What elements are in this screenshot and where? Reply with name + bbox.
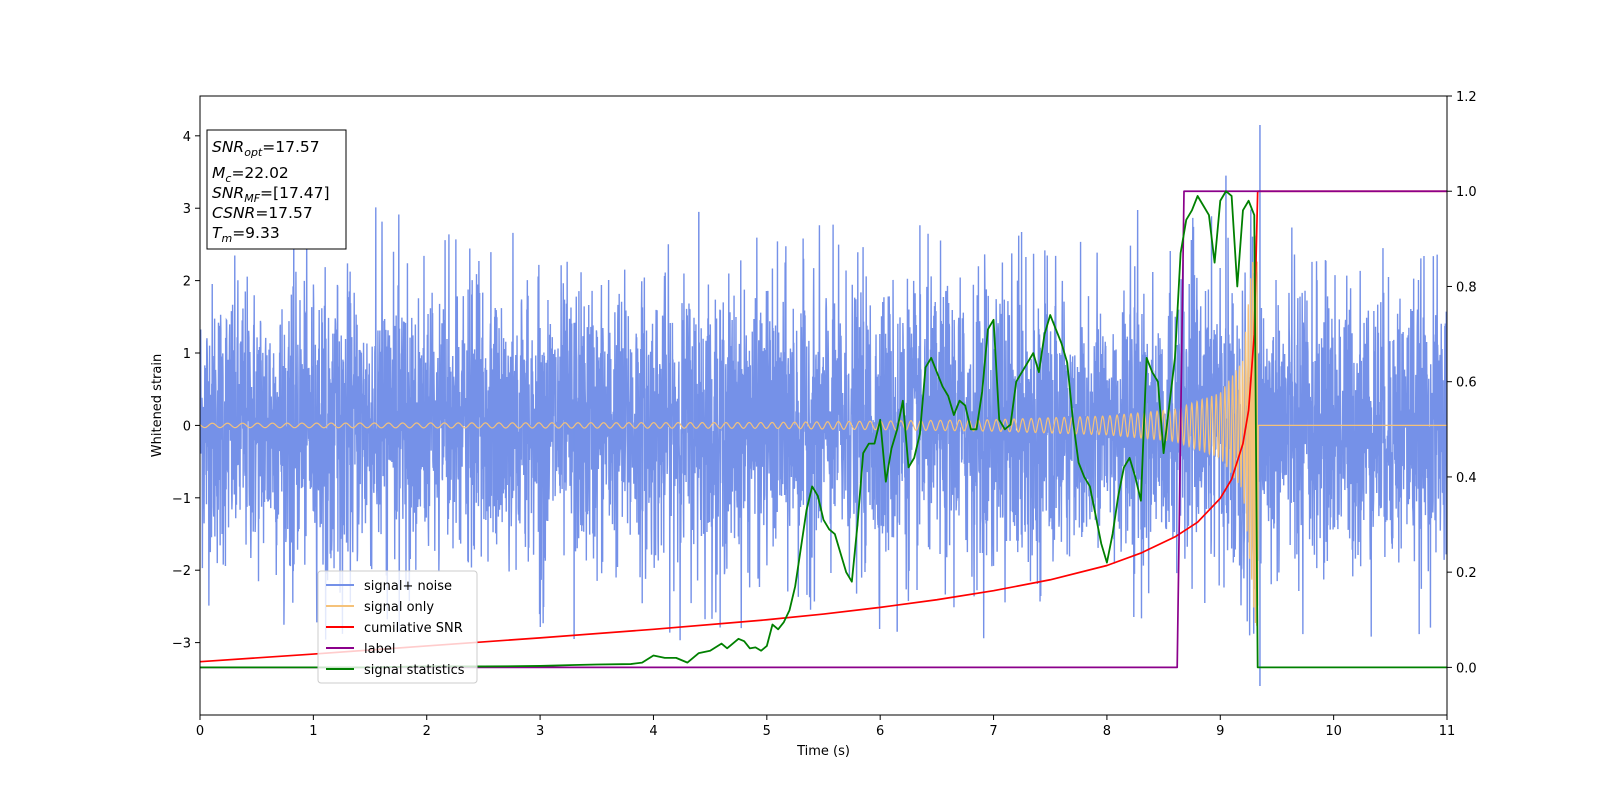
x-tick-label: 0	[196, 724, 204, 739]
legend-box	[317, 570, 478, 684]
y-tick-label-right: 1.0	[1456, 185, 1477, 200]
x-tick-label: 11	[1439, 724, 1456, 739]
info-box-frame	[206, 129, 347, 250]
x-tick-label: 5	[763, 724, 771, 739]
y-tick-label-right: 0.8	[1456, 280, 1477, 295]
legend-label: cumilative SNR	[364, 621, 463, 636]
y-tick-label-left: −2	[172, 564, 191, 579]
x-tick-label: 3	[536, 724, 544, 739]
x-tick-label: 2	[423, 724, 431, 739]
y-tick-label-left: 3	[183, 202, 191, 217]
series-signal-only	[200, 235, 1447, 626]
series-label	[200, 190, 1447, 669]
series-cumulative-snr	[200, 190, 1447, 663]
y-tick-label-right: 0.2	[1456, 566, 1477, 581]
series-signal-statistics	[200, 190, 1447, 669]
y-tick-label-left: 2	[183, 275, 191, 290]
y-tick-label-left: 1	[183, 347, 191, 362]
info-line: CSNR=17.57	[212, 204, 313, 222]
x-tick-label: 9	[1216, 724, 1224, 739]
y-tick-label-right: 0.0	[1456, 661, 1477, 676]
axes: 0 1 2 3 4 5 6 7 8 9 10 11 −3 −2 −1 0 1 2 3 4 0.0 0.2 0.4 0.6 0.8…	[172, 90, 1477, 739]
plot-area	[200, 124, 1447, 687]
info-line: SNRopt=17.57	[212, 138, 320, 159]
x-tick-label: 6	[876, 724, 884, 739]
x-tick-label: 10	[1325, 724, 1342, 739]
info-line: SNRMF=[17.47]	[212, 184, 330, 205]
x-tick-label: 4	[649, 724, 657, 739]
y-tick-label-left: −1	[172, 492, 191, 507]
y-tick-label-right: 0.6	[1456, 376, 1477, 391]
plot-frame	[199, 95, 1448, 716]
y-tick-label-left: −3	[172, 637, 191, 652]
y-axis-label: Whitened strain	[150, 354, 165, 457]
x-axis-label: Time (s)	[796, 744, 850, 759]
x-tick-label: 1	[309, 724, 317, 739]
y-tick-label-left: 0	[183, 419, 191, 434]
legend-label: signal+ noise	[364, 579, 452, 594]
series-signal-noise	[200, 203, 1447, 641]
info-line: Tm=9.33	[212, 224, 280, 245]
info-box: SNRopt=17.57 Mc=22.02SNRMF=[17.47]CSNR=17…	[206, 129, 347, 250]
legend-label: signal statistics	[364, 663, 465, 678]
y-tick-label-right: 0.4	[1456, 471, 1477, 486]
legend: signal+ noise signal only cumilative SNR la…	[317, 570, 478, 684]
legend-label: signal only	[364, 600, 434, 615]
x-tick-label: 7	[989, 724, 997, 739]
x-tick-label: 8	[1103, 724, 1111, 739]
info-line: Mc=22.02	[212, 164, 289, 185]
legend-label: label	[364, 642, 395, 657]
y-tick-label-left: 4	[183, 130, 191, 145]
y-tick-label-right: 1.2	[1456, 90, 1477, 105]
